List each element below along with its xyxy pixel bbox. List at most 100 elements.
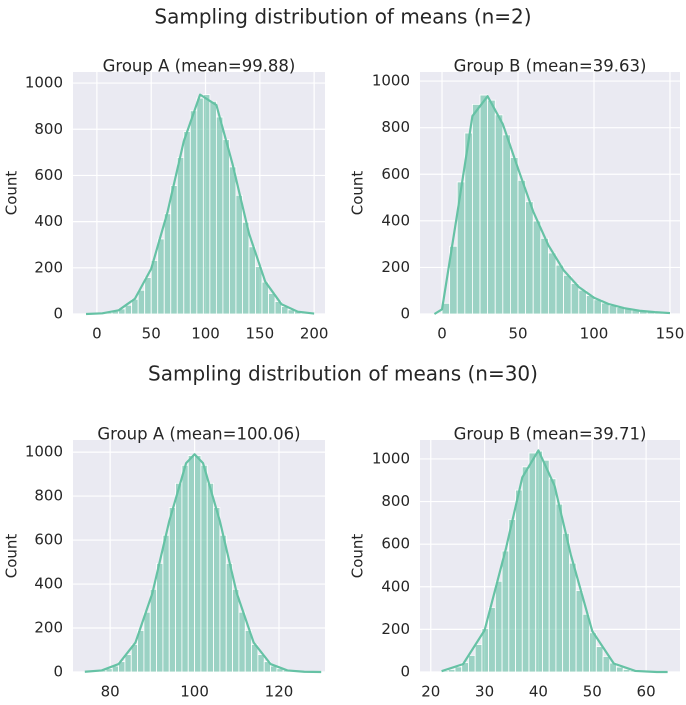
kde-line xyxy=(433,95,671,315)
y-tick-label: 1000 xyxy=(25,443,63,461)
bar xyxy=(130,644,138,673)
y-tick-label: 800 xyxy=(34,120,63,138)
y-tick-label: 1000 xyxy=(25,74,63,92)
y-tick-label: 600 xyxy=(381,535,410,553)
kde-line xyxy=(85,93,315,316)
bar xyxy=(502,134,511,315)
y-axis-label: Count xyxy=(3,534,21,579)
bar xyxy=(542,459,550,673)
x-tick-label: 100 xyxy=(580,325,609,343)
y-tick-label: 0 xyxy=(53,305,63,323)
bar xyxy=(257,654,265,673)
x-tick-label: 0 xyxy=(92,325,102,343)
bar xyxy=(454,666,463,673)
bar xyxy=(163,213,172,315)
subplot-title: Group A (mean=99.88) xyxy=(103,57,296,76)
bar xyxy=(222,139,230,315)
bar xyxy=(494,114,504,315)
bar xyxy=(494,580,503,673)
bar xyxy=(248,246,256,315)
bar xyxy=(219,534,227,673)
y-tick-label: 1000 xyxy=(372,449,410,467)
bar xyxy=(124,654,132,673)
y-tick-label: 600 xyxy=(34,531,63,549)
y-tick-label: 600 xyxy=(381,165,410,183)
x-tick-label: 0 xyxy=(437,325,447,343)
y-tick-label: 600 xyxy=(34,166,63,184)
bar xyxy=(602,656,611,673)
bar xyxy=(143,611,151,673)
bar xyxy=(187,455,195,673)
bar xyxy=(183,131,191,315)
subplot: 0 200 400 600 800 1000 0 50 100 150 Group B (mean=… xyxy=(349,57,685,343)
x-tick-label: 50 xyxy=(583,683,602,701)
bar xyxy=(562,532,570,673)
bar xyxy=(202,94,211,315)
bar xyxy=(593,299,602,315)
x-tick-label: 100 xyxy=(180,683,209,701)
bar xyxy=(229,166,237,315)
y-tick-label: 800 xyxy=(34,487,63,505)
x-tick-label: 150 xyxy=(656,325,685,343)
y-tick-label: 0 xyxy=(53,663,63,681)
bar xyxy=(501,550,510,673)
x-tick-label: 200 xyxy=(300,325,329,343)
suptitle: Sampling distribution of means (n=30) xyxy=(148,362,538,386)
bar xyxy=(570,283,580,315)
bar xyxy=(206,482,214,673)
y-tick-label: 400 xyxy=(34,575,63,593)
bar xyxy=(479,94,489,315)
x-tick-label: 60 xyxy=(637,683,656,701)
bar xyxy=(261,281,269,315)
y-axis-label: Count xyxy=(3,171,21,216)
subplot: 0 200 400 600 800 1000 20 30 40 50 60 Group B (mean… xyxy=(349,425,680,701)
y-tick-label: 200 xyxy=(34,258,63,276)
subplot-title: Group B (mean=39.71) xyxy=(454,425,647,444)
bar xyxy=(200,464,208,673)
bar xyxy=(168,507,176,673)
y-tick-label: 200 xyxy=(34,619,63,637)
y-tick-label: 0 xyxy=(400,305,410,323)
bar xyxy=(194,455,202,673)
bar xyxy=(535,450,543,673)
kde-line xyxy=(441,449,668,674)
bar xyxy=(474,644,483,673)
bar xyxy=(568,562,577,673)
bar xyxy=(548,252,557,315)
bar xyxy=(563,274,572,315)
bar xyxy=(575,590,584,673)
bar xyxy=(251,644,259,673)
bar xyxy=(468,654,476,673)
suptitle: Sampling distribution of means (n=2) xyxy=(154,5,531,29)
bar xyxy=(149,588,157,673)
x-tick-label: 80 xyxy=(101,683,120,701)
bar xyxy=(232,588,240,673)
bar xyxy=(162,534,170,673)
y-tick-label: 200 xyxy=(381,620,410,638)
bar xyxy=(555,264,565,315)
bar xyxy=(515,489,523,673)
bar xyxy=(578,289,587,315)
y-tick-label: 800 xyxy=(381,492,410,510)
bar xyxy=(481,628,490,673)
x-tick-label: 50 xyxy=(508,325,527,343)
bar xyxy=(137,289,146,315)
bar xyxy=(238,611,246,673)
bar xyxy=(144,277,152,315)
bar xyxy=(181,464,189,673)
bar xyxy=(157,238,165,315)
bar xyxy=(242,221,250,315)
x-tick-label: 20 xyxy=(421,683,440,701)
y-tick-label: 400 xyxy=(381,211,410,229)
bar xyxy=(616,666,624,673)
x-tick-label: 100 xyxy=(191,325,220,343)
subplot: 0 200 400 600 800 1000 80 100 120 Group A (mean=1… xyxy=(3,425,325,701)
bar xyxy=(235,194,243,315)
y-tick-label: 200 xyxy=(381,258,410,276)
bar xyxy=(532,220,542,315)
x-tick-label: 150 xyxy=(246,325,275,343)
bar xyxy=(525,201,534,315)
bar xyxy=(268,293,276,315)
